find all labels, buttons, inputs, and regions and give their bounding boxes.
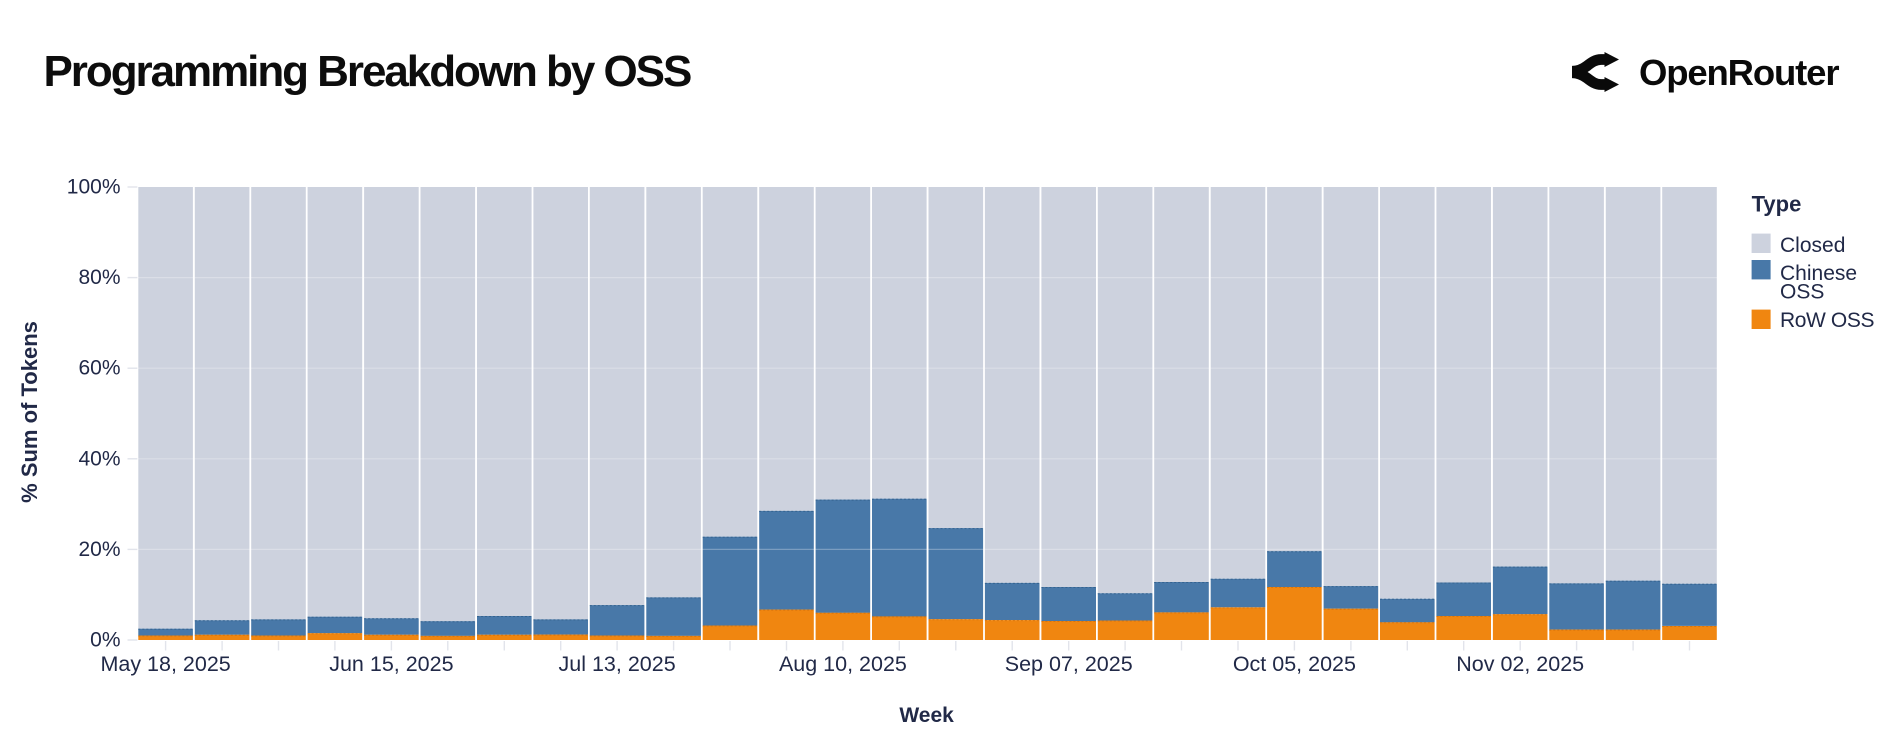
svg-text:100%: 100% bbox=[67, 176, 121, 199]
svg-text:Chinese: Chinese bbox=[1780, 262, 1857, 285]
svg-text:Closed: Closed bbox=[1780, 234, 1845, 257]
svg-text:Oct 05, 2025: Oct 05, 2025 bbox=[1233, 652, 1356, 676]
svg-text:Type: Type bbox=[1752, 191, 1802, 216]
svg-text:% Sum of Tokens: % Sum of Tokens bbox=[17, 321, 42, 503]
svg-text:Jul 13, 2025: Jul 13, 2025 bbox=[559, 652, 676, 676]
svg-text:Jun 15, 2025: Jun 15, 2025 bbox=[329, 652, 453, 676]
svg-text:20%: 20% bbox=[78, 538, 120, 561]
svg-text:Week: Week bbox=[899, 704, 954, 727]
svg-text:60%: 60% bbox=[78, 357, 120, 380]
svg-text:40%: 40% bbox=[78, 447, 120, 470]
svg-text:0%: 0% bbox=[90, 629, 120, 652]
svg-text:Aug 10, 2025: Aug 10, 2025 bbox=[779, 652, 907, 676]
svg-text:80%: 80% bbox=[78, 266, 120, 289]
svg-text:OSS: OSS bbox=[1780, 280, 1824, 303]
svg-text:May 18, 2025: May 18, 2025 bbox=[100, 652, 230, 676]
svg-text:RoW OSS: RoW OSS bbox=[1780, 309, 1874, 332]
svg-text:Nov 02, 2025: Nov 02, 2025 bbox=[1456, 652, 1584, 676]
svg-text:Sep 07, 2025: Sep 07, 2025 bbox=[1005, 652, 1133, 676]
